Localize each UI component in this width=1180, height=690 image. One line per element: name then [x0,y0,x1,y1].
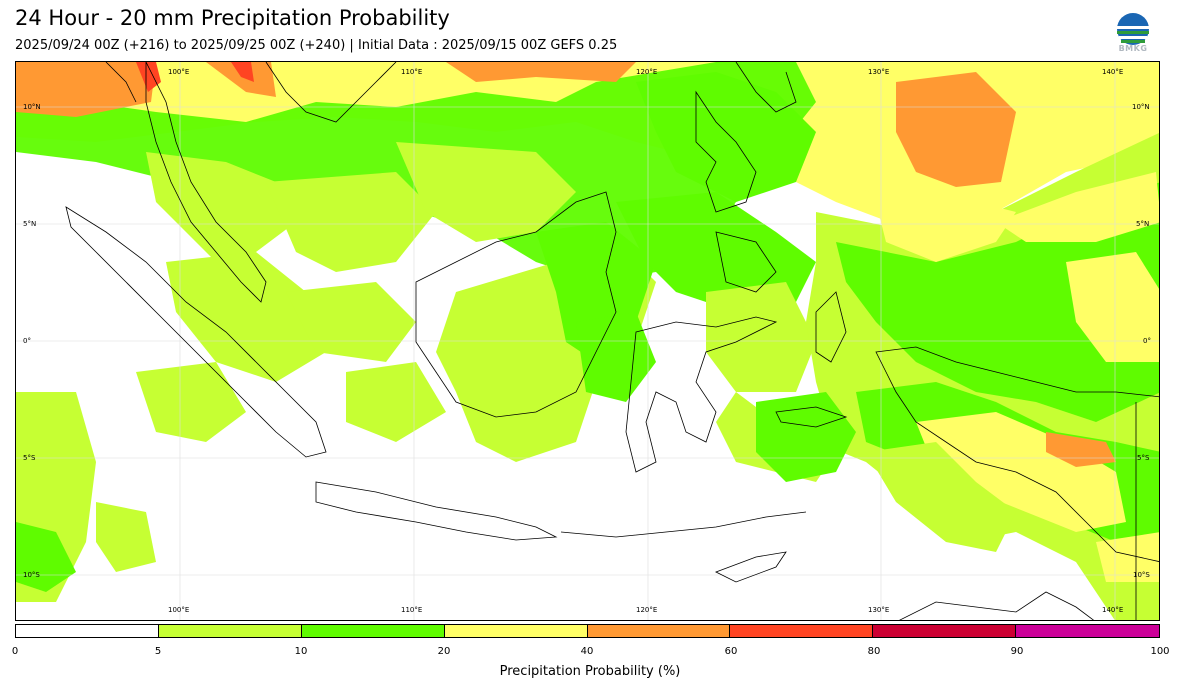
colorbar-segment [444,625,588,637]
lon-label-bottom: 100°E [168,606,190,614]
lon-label-top: 110°E [401,68,423,76]
lat-label-left: 5°S [23,454,36,462]
lon-label-bottom: 140°E [1102,606,1124,614]
colorbar-tick: 60 [724,646,738,657]
colorbar-segment [301,625,445,637]
lon-label-top: 100°E [168,68,190,76]
colorbar-segment [1016,625,1159,637]
colorbar-tick: 5 [154,646,162,657]
colorbar-tick: 10 [294,646,308,657]
colorbar-tick: 40 [580,646,594,657]
lon-label-bottom: 120°E [636,606,658,614]
colorbar-label: Precipitation Probability (%) [499,664,681,679]
gridlines [16,62,1159,620]
colorbar-tick: 90 [1010,646,1024,657]
lon-label-top: 130°E [868,68,890,76]
lat-label-left: 0° [23,337,31,345]
lat-label-right: 5°S [1137,454,1150,462]
lat-label-left: 10°S [23,571,40,579]
logo-label: BMKG [1118,44,1148,53]
precipitation-map: 100°E 110°E 120°E 130°E 140°E 100°E 110°… [15,61,1160,621]
colorbar-tick: 20 [437,646,451,657]
colorbar-segment [730,625,874,637]
colorbar-segment [158,625,302,637]
chart-subtitle: 2025/09/24 00Z (+216) to 2025/09/25 00Z … [15,38,618,53]
lat-label-left: 10°N [23,103,41,111]
bmkg-logo-icon [1116,12,1150,54]
colorbar-tick: 100 [1150,646,1170,657]
lon-label-bottom: 110°E [401,606,423,614]
probability-fields [16,62,1159,620]
lat-label-right: 0° [1143,337,1151,345]
lon-label-bottom: 130°E [868,606,890,614]
lon-label-top: 140°E [1102,68,1124,76]
colorbar [15,624,1160,638]
lat-label-left: 5°N [23,220,37,228]
lon-label-top: 120°E [636,68,658,76]
colorbar-tick: 80 [867,646,881,657]
coastlines [65,62,1159,620]
colorbar-segment [873,625,1017,637]
lat-label-right: 5°N [1136,220,1150,228]
colorbar-segment [587,625,731,637]
colorbar-tick: 0 [11,646,19,657]
chart-title: 24 Hour - 20 mm Precipitation Probabilit… [15,6,450,30]
lat-label-right: 10°S [1133,571,1150,579]
colorbar-segment [16,625,159,637]
lat-label-right: 10°N [1132,103,1150,111]
